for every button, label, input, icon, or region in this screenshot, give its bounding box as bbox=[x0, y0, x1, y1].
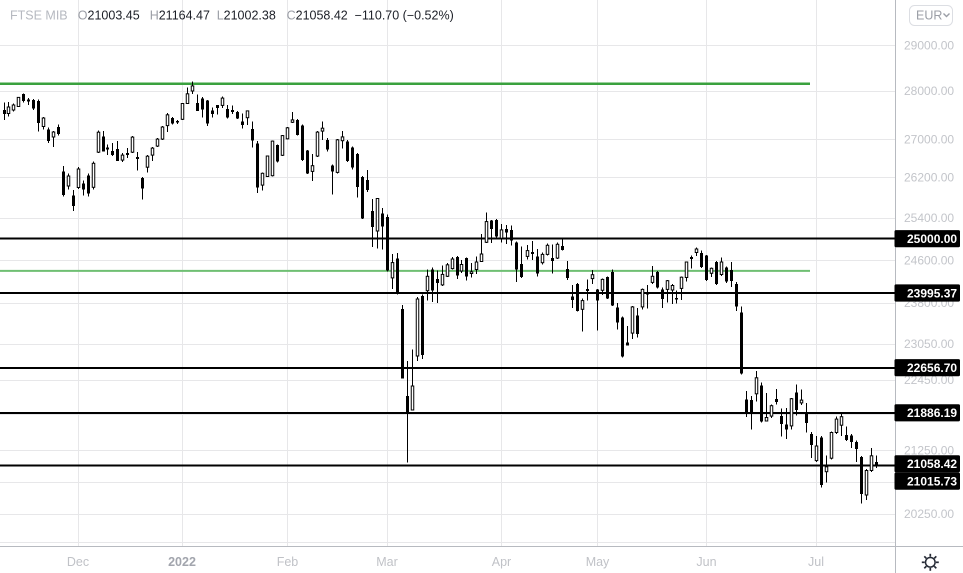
svg-text:2022: 2022 bbox=[168, 555, 196, 569]
svg-text:22656.70: 22656.70 bbox=[907, 361, 957, 375]
svg-text:C21058.42: C21058.42 bbox=[287, 9, 348, 23]
svg-text:Jul: Jul bbox=[808, 555, 824, 569]
svg-text:26200.00: 26200.00 bbox=[904, 171, 954, 185]
svg-text:21058.42: 21058.42 bbox=[907, 457, 957, 471]
svg-text:Feb: Feb bbox=[277, 555, 299, 569]
svg-text:Apr: Apr bbox=[492, 555, 511, 569]
svg-text:25400.00: 25400.00 bbox=[904, 211, 954, 225]
svg-text:22450.00: 22450.00 bbox=[904, 373, 954, 387]
svg-text:21886.19: 21886.19 bbox=[907, 406, 957, 420]
svg-text:25000.00: 25000.00 bbox=[907, 232, 957, 246]
svg-text:H21164.47: H21164.47 bbox=[150, 9, 210, 23]
svg-text:24600.00: 24600.00 bbox=[904, 254, 954, 268]
svg-text:27000.00: 27000.00 bbox=[904, 133, 954, 147]
svg-text:21250.00: 21250.00 bbox=[904, 444, 954, 458]
svg-text:Dec: Dec bbox=[67, 555, 89, 569]
svg-text:Mar: Mar bbox=[376, 555, 398, 569]
svg-text:23995.37: 23995.37 bbox=[907, 286, 957, 300]
svg-text:EUR: EUR bbox=[916, 9, 942, 23]
svg-text:L21002.38: L21002.38 bbox=[217, 9, 276, 23]
svg-text:29000.00: 29000.00 bbox=[904, 38, 954, 52]
svg-text:O21003.45: O21003.45 bbox=[78, 9, 140, 23]
svg-text:FTSE MIB: FTSE MIB bbox=[10, 9, 68, 23]
svg-text:23050.00: 23050.00 bbox=[904, 337, 954, 351]
svg-text:28000.00: 28000.00 bbox=[904, 84, 954, 98]
svg-text:Jun: Jun bbox=[696, 555, 716, 569]
svg-text:21015.73: 21015.73 bbox=[907, 475, 957, 489]
svg-text:May: May bbox=[586, 555, 610, 569]
svg-text:−110.70 (−0.52%): −110.70 (−0.52%) bbox=[355, 9, 454, 23]
svg-text:20250.00: 20250.00 bbox=[904, 507, 954, 521]
